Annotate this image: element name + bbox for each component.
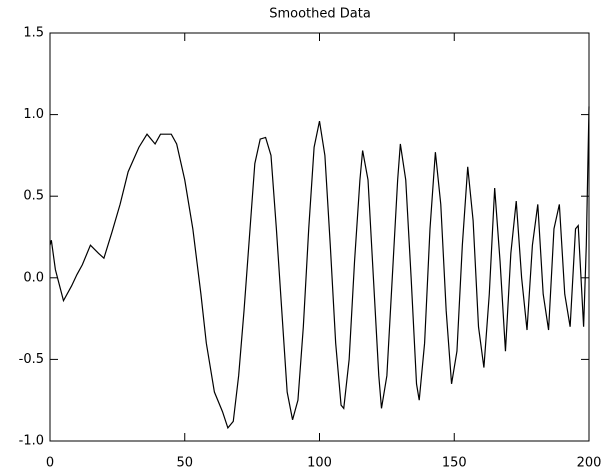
x-tick-label: 0 xyxy=(46,456,54,470)
y-tick-label: 1.0 xyxy=(23,107,44,122)
x-tick-label: 100 xyxy=(307,456,332,470)
x-tick-label: 200 xyxy=(577,456,602,470)
y-tick-label: 0.5 xyxy=(23,189,44,204)
y-tick-label: 1.5 xyxy=(23,26,44,41)
y-tick-label: -0.5 xyxy=(19,352,44,367)
y-tick-label: 0.0 xyxy=(23,270,44,285)
y-tick-label: -1.0 xyxy=(19,434,44,449)
plot-frame xyxy=(49,32,590,442)
chart-title: Smoothed Data xyxy=(269,7,371,22)
data-line xyxy=(49,106,590,430)
x-tick-label: 50 xyxy=(176,456,193,470)
x-tick-label: 150 xyxy=(442,456,467,470)
